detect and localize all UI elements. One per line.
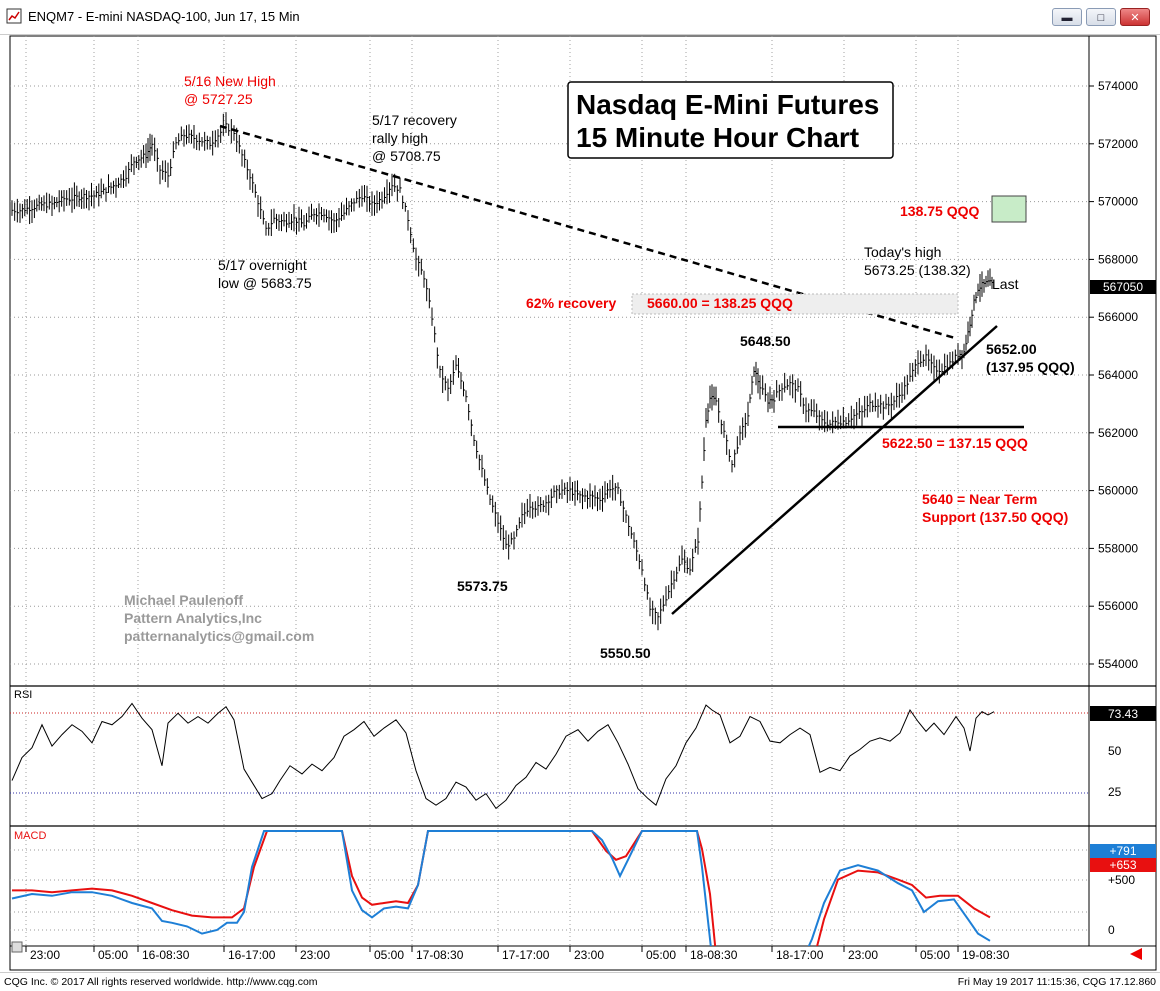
price-tick-label: 572000 — [1098, 137, 1138, 151]
maximize-button[interactable]: □ — [1086, 8, 1116, 26]
close-button[interactable]: ✕ — [1120, 8, 1150, 26]
annotation-label: rally high — [372, 130, 428, 146]
price-tick-label: 556000 — [1098, 599, 1138, 613]
chart-title-box — [567, 81, 894, 159]
annotation-label: 5640 = Near Term — [922, 491, 1037, 507]
window-titlebar: ENQM7 - E-mini NASDAQ-100, Jun 17, 15 Mi… — [0, 0, 1160, 35]
annotation-label: Today's high — [864, 244, 941, 260]
time-tick-label: 05:00 — [374, 948, 404, 962]
uptrend-line — [671, 325, 998, 615]
target-box — [991, 195, 1027, 223]
macd-tick-label: +500 — [1108, 873, 1135, 887]
price-tick-label: 566000 — [1098, 310, 1138, 324]
annotation-label: 138.75 QQQ — [900, 203, 979, 219]
credit-text: Pattern Analytics,Inc — [124, 610, 262, 626]
annotation-label: 5/17 overnight — [218, 257, 307, 273]
annotation-label: 5660.00 = 138.25 QQQ — [647, 295, 793, 311]
annotation-label: low @ 5683.75 — [218, 275, 312, 291]
macd-line — [11, 830, 991, 946]
annotation-label: Last — [992, 276, 1019, 292]
macd-blue-label: +791 — [1109, 844, 1136, 858]
chart-area: 574000 572000 570000 568000 566000 564000 5620… — [9, 35, 1157, 971]
annotation-label: 5622.50 = 137.15 QQQ — [882, 435, 1028, 451]
price-tick-label: 562000 — [1098, 426, 1138, 440]
time-tick-label: 05:00 — [98, 948, 128, 962]
macd-title: MACD — [14, 830, 46, 842]
rsi-value-label: 73.43 — [1108, 707, 1138, 721]
last-price-box — [1090, 280, 1156, 294]
annotation-label: @ 5727.25 — [184, 91, 253, 107]
timestamp-text: Fri May 19 2017 11:15:36, CQG 17.12.860 — [957, 976, 1156, 988]
annotation-label: 5573.75 — [457, 578, 508, 594]
time-tick-label: 23:00 — [300, 948, 330, 962]
annotation-label: 5550.50 — [600, 645, 651, 661]
time-tick-label: 05:00 — [646, 948, 676, 962]
macd-blue-box — [1090, 844, 1156, 858]
credit-text: patternanalytics@gmail.com — [124, 628, 314, 644]
chart-title: Nasdaq E-Mini Futures — [576, 89, 879, 120]
recovery-zone — [631, 293, 959, 315]
annotation-label: 5/16 New High — [184, 73, 276, 89]
time-tick-label: 05:00 — [920, 948, 950, 962]
copyright-text: CQG Inc. © 2017 All rights reserved worl… — [4, 976, 318, 988]
rsi-indicator — [11, 702, 995, 810]
price-tick-label: 558000 — [1098, 541, 1138, 555]
time-tick-label: 23:00 — [574, 948, 604, 962]
macd-indicator — [11, 830, 991, 946]
minimize-button[interactable]: ▬ — [1052, 8, 1082, 26]
time-tick-label: 23:00 — [848, 948, 878, 962]
annotations: 5/16 New High @ 5727.25 5/17 recovery rally… — [124, 73, 1075, 661]
price-tick-label: 574000 — [1098, 79, 1138, 93]
time-tick-label: 16-08:30 — [142, 948, 190, 962]
status-bar: CQG Inc. © 2017 All rights reserved worl… — [0, 972, 1160, 991]
time-tick-label: 18-17:00 — [776, 948, 824, 962]
macd-red-label: +653 — [1109, 858, 1136, 872]
scroll-right-icon[interactable] — [1130, 948, 1142, 960]
time-tick-label: 17-17:00 — [502, 948, 550, 962]
app-icon — [6, 8, 22, 24]
time-tick-label: 17-08:30 — [416, 948, 464, 962]
scroll-handle[interactable] — [11, 941, 23, 953]
annotation-label: 5673.25 (138.32) — [864, 262, 971, 278]
time-tick-label: 19-08:30 — [962, 948, 1010, 962]
annotation-label: Support (137.50 QQQ) — [922, 509, 1068, 525]
macd-tick-label: 0 — [1108, 923, 1115, 937]
rsi-line — [11, 702, 995, 810]
price-bars — [11, 112, 994, 631]
chart-subtitle: 15 Minute Hour Chart — [576, 122, 859, 153]
price-tick-label: 570000 — [1098, 195, 1138, 209]
price-tick-label: 564000 — [1098, 368, 1138, 382]
last-price-label: 567050 — [1103, 280, 1143, 294]
rsi-tick-label: 50 — [1108, 744, 1122, 758]
price-tick-label: 554000 — [1098, 657, 1138, 671]
time-tick-label: 18-08:30 — [690, 948, 738, 962]
annotation-label: 62% recovery — [526, 295, 617, 311]
price-axis: 574000 572000 570000 568000 566000 564000 5620… — [1089, 79, 1138, 937]
time-axis: 23:00 05:00 16-08:30 16-17:00 23:00 05:00 17-0… — [25, 946, 1010, 962]
macd-signal-line — [12, 830, 991, 946]
window-title: ENQM7 - E-mini NASDAQ-100, Jun 17, 15 Mi… — [28, 9, 300, 24]
annotation-label: 5648.50 — [740, 333, 791, 349]
rsi-title: RSI — [14, 689, 32, 701]
rsi-tick-label: 25 — [1108, 785, 1122, 799]
time-tick-label: 23:00 — [30, 948, 60, 962]
price-tick-label: 568000 — [1098, 252, 1138, 266]
annotation-label: 5/17 recovery — [372, 112, 457, 128]
annotation-label: @ 5708.75 — [372, 148, 441, 164]
time-tick-label: 16-17:00 — [228, 948, 276, 962]
price-tick-label: 560000 — [1098, 484, 1138, 498]
credit-text: Michael Paulenoff — [124, 592, 243, 608]
rsi-value-box — [1090, 706, 1156, 721]
annotation-label: (137.95 QQQ) — [986, 359, 1075, 375]
macd-red-box — [1090, 858, 1156, 872]
annotation-label: 5652.00 — [986, 341, 1037, 357]
